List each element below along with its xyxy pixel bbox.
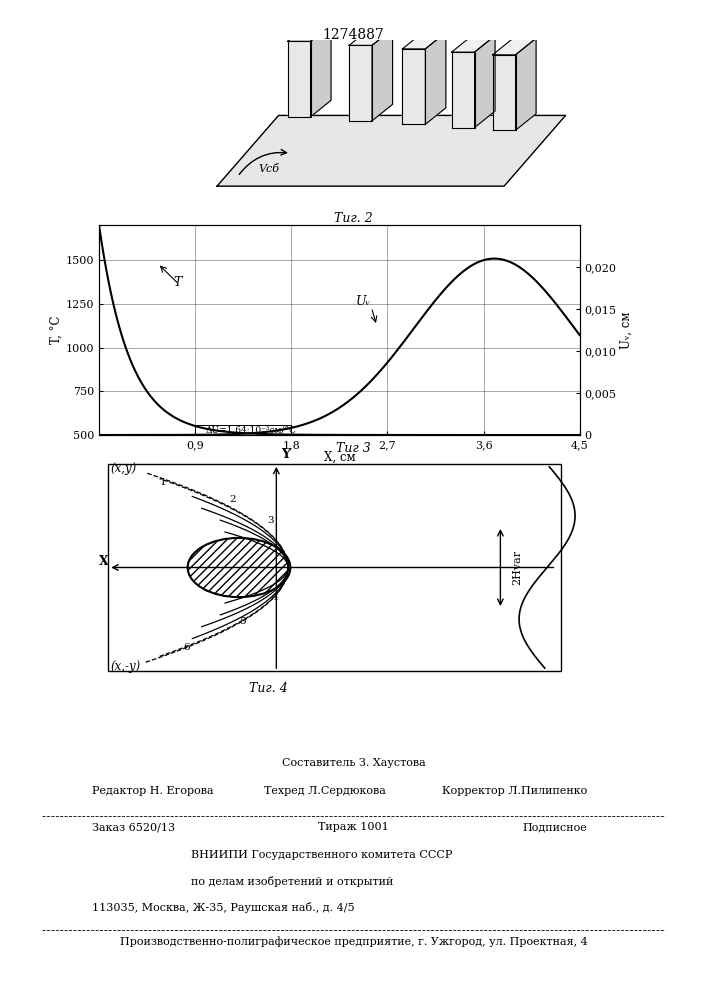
Text: Составитель З. Хаустова: Составитель З. Хаустова: [281, 758, 426, 768]
Text: Vсб: Vсб: [258, 164, 279, 174]
Y-axis label: Uᵥ, см: Uᵥ, см: [619, 311, 632, 349]
Text: 4: 4: [271, 593, 279, 602]
Polygon shape: [402, 49, 426, 124]
Text: T: T: [174, 276, 182, 289]
Text: 1274887: 1274887: [322, 28, 385, 42]
Text: (x,-y): (x,-y): [111, 660, 141, 673]
Text: 2Hvar: 2Hvar: [512, 550, 522, 585]
Polygon shape: [493, 38, 536, 55]
Text: Подписное: Подписное: [522, 822, 587, 832]
Text: Тираж 1001: Тираж 1001: [318, 822, 389, 832]
Polygon shape: [288, 41, 310, 117]
Polygon shape: [310, 25, 331, 117]
Text: 3: 3: [267, 516, 274, 525]
Text: ΔU=1,64·10⁻³см/°C: ΔU=1,64·10⁻³см/°C: [206, 425, 297, 434]
Polygon shape: [402, 32, 446, 49]
Text: Τиг. 2: Τиг. 2: [334, 212, 373, 225]
Text: X: X: [99, 555, 109, 568]
Polygon shape: [452, 36, 495, 52]
Polygon shape: [493, 55, 515, 130]
Text: Корректор Л.Пилипенко: Корректор Л.Пилипенко: [442, 786, 587, 796]
Polygon shape: [372, 29, 392, 121]
Text: 6: 6: [183, 643, 189, 652]
Text: Заказ 6520/13: Заказ 6520/13: [92, 822, 175, 832]
Polygon shape: [217, 115, 566, 186]
Polygon shape: [515, 38, 536, 130]
Text: 1: 1: [160, 478, 166, 487]
Polygon shape: [474, 36, 495, 128]
Polygon shape: [426, 32, 446, 124]
Polygon shape: [288, 25, 331, 41]
Text: Редактор Н. Егорова: Редактор Н. Егорова: [92, 786, 214, 796]
Polygon shape: [349, 29, 392, 45]
Text: 5: 5: [239, 617, 245, 626]
Text: Техред Л.Сердюкова: Техред Л.Сердюкова: [264, 786, 386, 796]
Text: ВНИИПИ Государственного комитета СССР: ВНИИПИ Государственного комитета СССР: [191, 850, 452, 860]
Text: Uᵥ: Uᵥ: [356, 295, 370, 308]
Polygon shape: [452, 52, 474, 128]
Text: по делам изобретений и открытий: по делам изобретений и открытий: [191, 876, 393, 887]
Text: 2: 2: [230, 495, 236, 504]
Text: Τиг. 4: Τиг. 4: [250, 682, 288, 695]
Polygon shape: [349, 45, 372, 121]
Text: Производственно-полиграфическое предприятие, г. Ужгород, ул. Проектная, 4: Производственно-полиграфическое предприя…: [119, 936, 588, 947]
X-axis label: X, см: X, см: [324, 451, 355, 464]
Text: Τиг 3: Τиг 3: [336, 442, 371, 455]
Text: 113035, Москва, Ж-35, Раушская наб., д. 4/5: 113035, Москва, Ж-35, Раушская наб., д. …: [92, 902, 354, 913]
Text: (x,y): (x,y): [111, 462, 137, 475]
Y-axis label: T, °C: T, °C: [49, 316, 63, 344]
Text: Y: Y: [281, 448, 290, 461]
